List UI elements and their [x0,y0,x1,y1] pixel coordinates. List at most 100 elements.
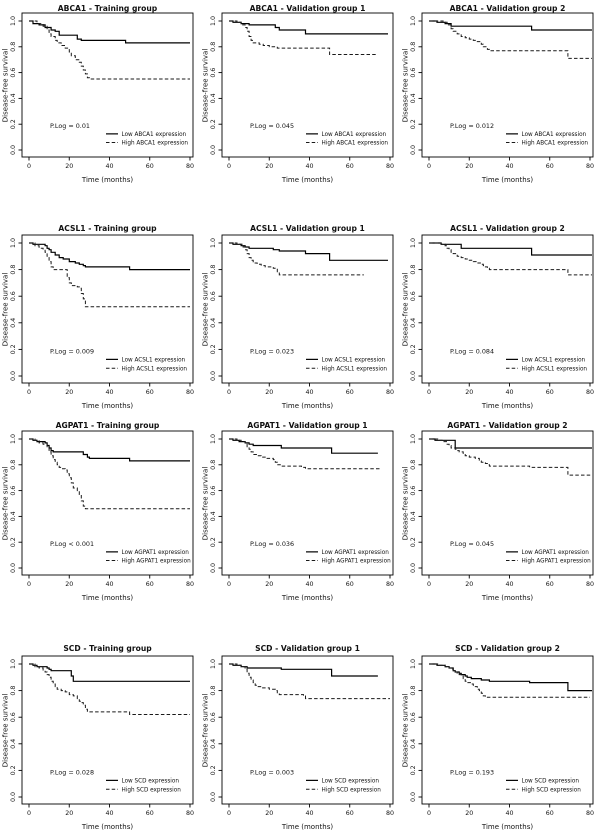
y-tick-label: 0.2 [10,537,17,547]
survival-curve-low [429,20,592,31]
x-tick-label: 40 [105,389,113,396]
x-tick-label: 40 [505,389,513,396]
y-tick-label: 1.0 [210,659,217,669]
y-tick-label: 0.0 [10,563,17,573]
km-panel: SCD - Validation group 2 0.0 0.2 0.4 0.6 0.8 1… [402,644,595,831]
x-axis-label: Time (months) [81,823,133,831]
legend-label: Low SCD expression [322,778,380,784]
x-axis-label: Time (months) [281,402,333,410]
y-tick-label: 0.4 [10,511,17,521]
x-axis-label: Time (months) [481,402,533,410]
survival-curve-high [229,663,390,700]
y-tick-label: 0.6 [210,291,217,301]
y-tick-label: 0.6 [210,712,217,722]
km-panel: AGPAT1 - Training group 0.0 0.2 0.4 0.6 0.8 1.… [2,421,195,602]
y-tick-label: 0.2 [10,344,17,354]
p-log-label: P.Log = 0.01 [50,122,90,130]
y-tick-label: 0.0 [410,563,417,573]
survival-curve-high [29,663,190,715]
x-tick-label: 20 [65,389,73,396]
survival-curve-high [29,242,190,308]
survival-curve-high [429,20,592,59]
x-tick-label: 80 [586,163,594,170]
x-tick-label: 80 [586,810,594,817]
y-tick-label: 1.0 [210,16,217,26]
y-tick-label: 0.4 [410,511,417,521]
x-tick-label: 40 [505,581,513,588]
y-tick-label: 1.0 [410,16,417,26]
survival-curve-low [429,438,592,449]
plot-box [21,234,194,384]
x-tick-label: 60 [546,389,554,396]
x-tick-label: 40 [305,163,313,170]
y-tick-label: 0.0 [410,145,417,155]
plot-title: SCD - Validation group 2 [455,644,560,653]
x-tick-label: 60 [546,810,554,817]
x-tick-label: 20 [465,389,473,396]
x-axis-label: Time (months) [281,176,333,184]
y-tick-label: 0.4 [10,739,17,749]
plot-box [221,655,394,805]
y-tick-label: 0.8 [410,42,417,52]
p-log-label: P.Log = 0.023 [250,347,294,355]
survival-curve-low [29,438,190,462]
x-tick-label: 60 [546,581,554,588]
y-axis-label: Disease-free survival [202,273,210,347]
legend-label: Low SCD expression [122,778,180,784]
y-tick-label: 0.6 [410,68,417,78]
x-tick-label: 80 [186,810,194,817]
x-axis-label: Time (months) [81,176,133,184]
y-tick-label: 0.2 [410,537,417,547]
legend-label: Low SCD expression [522,778,580,784]
y-tick-label: 0.6 [210,68,217,78]
y-axis-label: Disease-free survival [2,694,10,768]
y-tick-label: 0.4 [410,93,417,103]
y-tick-label: 0.6 [410,291,417,301]
x-tick-label: 40 [305,581,313,588]
y-tick-label: 0.6 [10,68,17,78]
y-axis-label: Disease-free survival [402,49,410,123]
y-tick-label: 0.4 [210,93,217,103]
x-axis-label: Time (months) [81,594,133,602]
km-panel: ABCA1 - Training group 0.0 0.2 0.4 0.6 0.8 1.0… [2,4,195,184]
plot-box [421,430,594,576]
y-tick-label: 0.6 [10,712,17,722]
plot-title: ABCA1 - Validation group 2 [450,4,566,13]
survival-curve-high [229,438,380,470]
x-tick-label: 20 [465,581,473,588]
x-tick-label: 0 [227,810,231,817]
legend-label: Low ABCA1 expression [322,132,387,138]
plot-box [221,234,394,384]
y-tick-label: 0.0 [10,371,17,381]
x-tick-label: 0 [227,581,231,588]
plot-title: ABCA1 - Validation group 1 [250,4,366,13]
p-log-label: P.Log = 0.193 [450,768,494,776]
km-panel: AGPAT1 - Validation group 1 0.0 0.2 0.4 0.6 0… [202,421,395,602]
x-tick-label: 0 [27,810,31,817]
y-tick-label: 1.0 [410,659,417,669]
x-tick-label: 60 [346,581,354,588]
y-tick-label: 0.8 [10,460,17,470]
plot-box [21,655,194,805]
plot-title: AGPAT1 - Validation group 1 [247,421,367,430]
km-panel: ABCA1 - Validation group 2 0.0 0.2 0.4 0.6 0.… [402,4,595,184]
x-tick-label: 0 [27,581,31,588]
legend-label: High ACSL1 expression [122,366,188,372]
y-tick-label: 0.2 [410,119,417,129]
p-log-label: P.Log < 0.001 [50,540,94,548]
x-tick-label: 60 [146,389,154,396]
survival-curve-low [29,663,190,682]
x-tick-label: 20 [265,810,273,817]
legend-label: High SCD expression [122,787,182,793]
y-tick-label: 0.0 [10,145,17,155]
x-tick-label: 20 [65,581,73,588]
y-tick-label: 1.0 [210,238,217,248]
x-axis-label: Time (months) [81,402,133,410]
legend-label: High ACSL1 expression [322,366,388,372]
x-tick-label: 40 [105,810,113,817]
y-tick-label: 1.0 [10,434,17,444]
p-log-label: P.Log = 0.045 [450,540,494,548]
plot-title: AGPAT1 - Training group [56,421,160,430]
survival-curve-high [429,438,592,476]
x-tick-label: 60 [346,810,354,817]
